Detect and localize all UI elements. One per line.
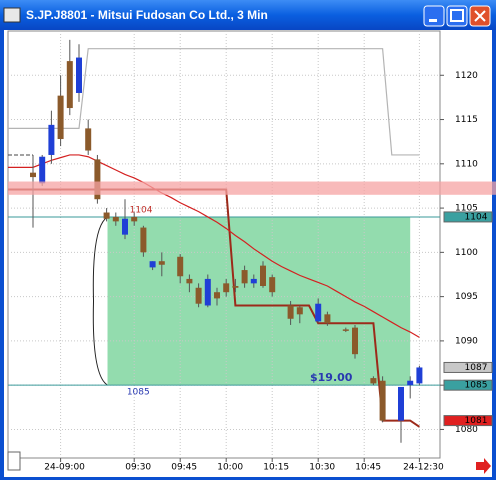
- candle-body: [250, 278, 257, 284]
- candle-body: [177, 256, 184, 277]
- price-tag: [443, 379, 493, 391]
- candle-body: [223, 283, 230, 293]
- candle-body: [103, 212, 110, 219]
- candle-body: [85, 128, 92, 151]
- candle-body: [260, 265, 266, 286]
- price-tag-label: 1081: [465, 416, 488, 426]
- x-tick-label: 10:00: [217, 463, 243, 473]
- candle-body: [407, 380, 414, 386]
- price-tag: [443, 361, 493, 373]
- overlay-line: [8, 48, 420, 156]
- candle-body: [352, 327, 358, 355]
- y-tick-label: 1090: [455, 336, 478, 346]
- x-tick-label: 09:30: [125, 463, 151, 473]
- candle-body: [370, 378, 377, 384]
- candle-body: [195, 287, 202, 304]
- scroll-box[interactable]: [7, 451, 21, 471]
- candle-body: [186, 278, 193, 284]
- candle-body: [287, 305, 294, 319]
- candle-body: [315, 303, 322, 322]
- maximize-button[interactable]: [446, 5, 468, 27]
- candle-body: [112, 216, 119, 222]
- y-tick-label: 1115: [455, 115, 478, 125]
- candle-body: [48, 124, 55, 155]
- candle-body: [30, 172, 36, 178]
- candle-body: [149, 261, 156, 268]
- candle-body: [324, 314, 331, 324]
- y-tick-label: 1100: [455, 248, 478, 258]
- price-annotation: 1085: [127, 388, 150, 398]
- profit-zone: [107, 216, 411, 386]
- price-annotation: 1104: [130, 205, 153, 215]
- price-tag: [443, 415, 493, 427]
- candle-body: [158, 261, 165, 265]
- candle-body: [204, 278, 211, 306]
- band: [8, 181, 496, 195]
- candle-body: [214, 292, 220, 299]
- price-tag: [443, 211, 493, 223]
- candle-body: [66, 61, 73, 109]
- scroll-right-arrow[interactable]: [476, 458, 491, 474]
- x-tick-label: 09:45: [171, 463, 197, 473]
- price-tag-label: 1104: [465, 212, 488, 222]
- candle-body: [131, 216, 138, 222]
- zone-bracket: [92, 216, 108, 386]
- candle-body: [416, 367, 423, 384]
- x-tick-label: 10:15: [263, 463, 289, 473]
- candle-body: [379, 380, 386, 421]
- candle-body: [241, 270, 248, 284]
- x-tick-label: 10:45: [355, 463, 381, 473]
- x-tick-label: 24-09:00: [44, 463, 85, 473]
- candle-body: [39, 156, 46, 184]
- title-bar: [0, 0, 496, 30]
- overlay-line: [8, 154, 420, 338]
- y-tick-label: 1105: [455, 204, 478, 214]
- x-tick-label: 24-12:30: [403, 463, 444, 473]
- candle-body: [94, 159, 101, 200]
- candle-body: [342, 329, 349, 331]
- minimize-button[interactable]: [423, 5, 445, 27]
- window-title: S.JP.J8801 - Mitsui Fudosan Co Ltd., 3 M…: [26, 8, 268, 22]
- y-tick-label: 1095: [455, 292, 478, 302]
- candle-body: [398, 386, 404, 421]
- plot-layer: [8, 31, 440, 458]
- price-tag-label: 1087: [465, 363, 488, 373]
- candle-body: [232, 286, 239, 288]
- app-icon: [3, 7, 21, 23]
- price-tag-label: 1085: [465, 381, 488, 391]
- close-button[interactable]: [469, 5, 491, 27]
- candle-body: [269, 277, 276, 293]
- candle-body: [122, 218, 128, 235]
- candle-body: [140, 227, 147, 253]
- candle-body: [296, 307, 303, 315]
- y-tick-label: 1120: [455, 71, 478, 81]
- x-tick-label: 10:30: [309, 463, 335, 473]
- y-tick-label: 1080: [455, 425, 478, 435]
- candle-body: [57, 95, 64, 140]
- candle-body: [76, 57, 82, 93]
- zone-value-label: $19.00: [310, 371, 353, 384]
- y-tick-label: 1110: [455, 159, 478, 169]
